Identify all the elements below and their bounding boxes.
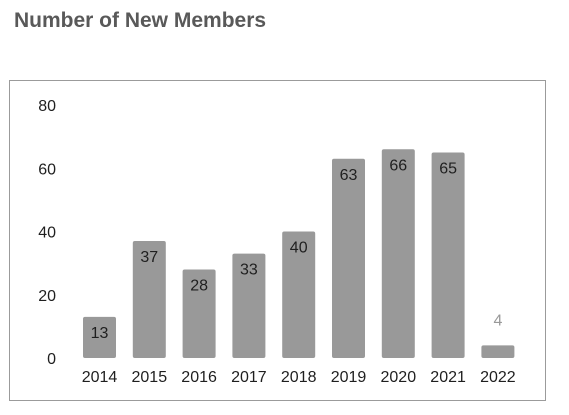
- bar-2022: [481, 345, 515, 358]
- y-tick-label: 60: [38, 161, 56, 178]
- bars: [83, 149, 515, 358]
- y-tick-label: 40: [38, 225, 56, 242]
- data-label-2021: 65: [439, 160, 457, 177]
- x-tick-label: 2018: [281, 369, 317, 386]
- x-tick-label: 2017: [231, 369, 267, 386]
- x-tick-label: 2015: [132, 369, 168, 386]
- data-label-2022: 4: [493, 312, 502, 329]
- bar-2018: [282, 231, 316, 358]
- data-labels: 13 37 28 33 40 63 66 65 4: [91, 157, 503, 342]
- y-tick-label: 80: [38, 98, 56, 115]
- bar-2015: [132, 240, 166, 358]
- data-label-2015: 37: [140, 249, 158, 266]
- chart-frame: [9, 80, 546, 401]
- bar-2016: [182, 269, 216, 358]
- data-label-2016: 28: [190, 277, 208, 294]
- x-tick-label: 2022: [480, 369, 516, 386]
- bar-2020: [381, 149, 415, 358]
- x-axis: 2014 2015 2016 2017 2018 2019 2020 2021 2022: [82, 369, 516, 386]
- data-label-2017: 33: [240, 262, 258, 279]
- x-tick-label: 2014: [82, 369, 118, 386]
- y-tick-label: 20: [38, 288, 56, 305]
- x-tick-label: 2019: [331, 369, 367, 386]
- data-label-2019: 63: [340, 167, 358, 184]
- data-label-2014: 13: [91, 325, 109, 342]
- x-tick-label: 2020: [381, 369, 417, 386]
- bar-2014: [83, 316, 116, 358]
- y-axis: 0 20 40 60 80: [38, 98, 56, 368]
- data-label-2018: 40: [290, 240, 308, 257]
- x-tick-label: 2021: [430, 369, 466, 386]
- chart-title: Number of New Members: [14, 9, 267, 32]
- bar-2019: [332, 158, 365, 358]
- bar-2017: [232, 253, 266, 358]
- data-label-2020: 66: [389, 157, 407, 174]
- y-tick-label: 0: [47, 351, 56, 368]
- x-tick-label: 2016: [181, 369, 217, 386]
- bar-2021: [431, 152, 465, 358]
